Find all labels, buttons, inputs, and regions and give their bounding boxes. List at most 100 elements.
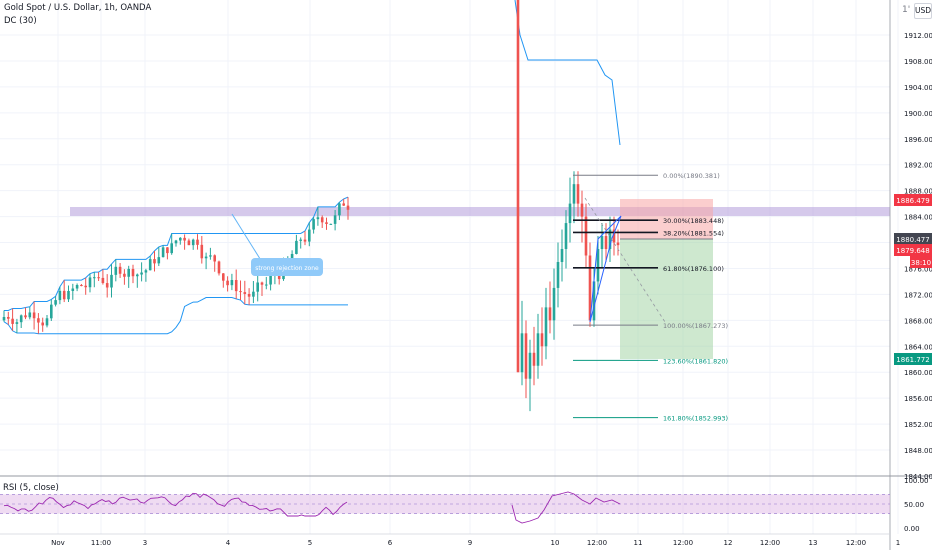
candle-body [234,279,238,292]
time-tick-label: 12:00 [673,539,693,547]
price-badge [894,233,932,245]
candle-body [88,277,92,288]
symbol-title[interactable]: Gold Spot / U.S. Dollar, 1h, OANDA [4,3,152,13]
rsi-pane[interactable]: 100.00 50.00 0.00 [0,477,929,533]
candle-body [222,273,225,281]
candle-body [114,266,118,275]
take-profit-box[interactable] [620,239,713,359]
fib-level-label: 100.00%(1867.273) [663,322,728,330]
time-tick-label: Nov [51,539,65,547]
price-badge-label: 1880.477 [896,236,929,244]
price-badge [894,194,932,206]
candle-body [62,290,66,300]
candle-body [230,279,234,286]
candle-body [127,268,130,277]
candle-body [243,292,247,294]
candle-body [67,290,70,300]
candle-body [19,315,23,323]
price-tick-label: 1900.000 [904,110,932,118]
candle-body [516,0,520,373]
candle-body [204,256,208,259]
candle-body [252,291,255,297]
candle-body [213,255,216,262]
pattern-lines[interactable] [589,215,622,323]
rsi-legend[interactable]: RSI (5, close) [3,483,59,493]
candle-body [217,261,221,274]
candle-body [97,277,100,279]
candle-body [166,247,169,254]
candle-body [532,352,536,366]
candle-body [312,219,315,230]
rejection-zone-rect[interactable] [70,207,890,216]
fibonacci-retracement[interactable]: 0.00%(1890.381) 30.00%(1883.448) 38.20%(18… [573,172,728,423]
rsi-line-right [511,491,621,524]
candle-body [84,285,87,288]
candlestick-series [2,0,620,412]
price-tick-label: 1884.000 [904,214,932,222]
candle-body [170,243,173,254]
rsi-tick-label: 100.00 [904,477,929,485]
time-tick-label: 13 [809,539,818,547]
annotation-callout[interactable] [251,258,323,276]
price-tick-label: 1848.000 [904,447,932,455]
time-tick-label: 9 [468,539,472,547]
candle-body [11,318,14,324]
indicator-legend[interactable]: DC (30) [4,16,37,26]
candle-body [265,284,268,286]
candle-body [524,333,528,379]
candle-body [316,217,320,220]
donchian-upper-right [514,0,621,146]
candle-body [136,274,139,277]
time-axis[interactable]: Nov 11:00 3 4 5 6 9 10 12:00 11 12:00 12 12:00 13 12:0… [51,539,900,547]
top-price-label: 1' [902,5,911,15]
candle-body [329,223,333,225]
price-badge [894,244,932,256]
price-axis[interactable]: 1912.000 1908.000 1904.000 1900.000 1896.000… [904,32,932,481]
candle-body [568,203,572,224]
price-tick-label: 1856.000 [904,395,932,403]
candle-body [226,280,229,286]
donchian-channel [3,0,621,335]
candle-body [548,307,552,321]
candle-body [161,247,165,258]
candle-body [325,222,328,224]
annotation-pointer [231,213,263,263]
candle-body [105,283,109,288]
price-tick-label: 1844.000 [904,473,932,481]
candle-body [45,318,49,326]
candle-body [28,312,32,318]
price-tick-label: 1868.000 [904,317,932,325]
currency-button[interactable]: USD [914,3,932,19]
candle-body [269,275,272,285]
candle-body [536,333,540,366]
price-tick-label: 1892.000 [904,162,932,170]
candle-body [290,253,294,259]
candle-body [148,259,152,271]
candle-body [592,281,596,321]
candle-body [110,274,113,288]
time-tick-label: 10 [551,539,560,547]
candle-body [7,316,10,319]
candle-body [174,240,178,244]
candle-body [608,229,612,250]
candle-body [596,249,600,282]
time-tick-label: 12:00 [846,539,866,547]
price-tick-label: 1888.000 [904,188,932,196]
candle-body [528,352,532,379]
fib-level-label: 161.80%(1852.993) [663,415,728,423]
fib-level-label: 61.80%(1876.100) [663,265,724,273]
candle-body [604,236,608,250]
candle-body [580,203,584,217]
candle-body [50,304,53,319]
price-tick-label: 1864.000 [904,343,932,351]
candle-body [616,242,620,246]
candle-body [71,288,75,291]
candle-body [187,240,191,246]
candle-body [277,273,281,280]
time-tick-label: 1 [896,539,900,547]
candle-body [333,215,337,224]
rsi-line-left [3,492,348,517]
rsi-tick-label: 50.00 [904,501,924,509]
candle-body [183,237,186,241]
